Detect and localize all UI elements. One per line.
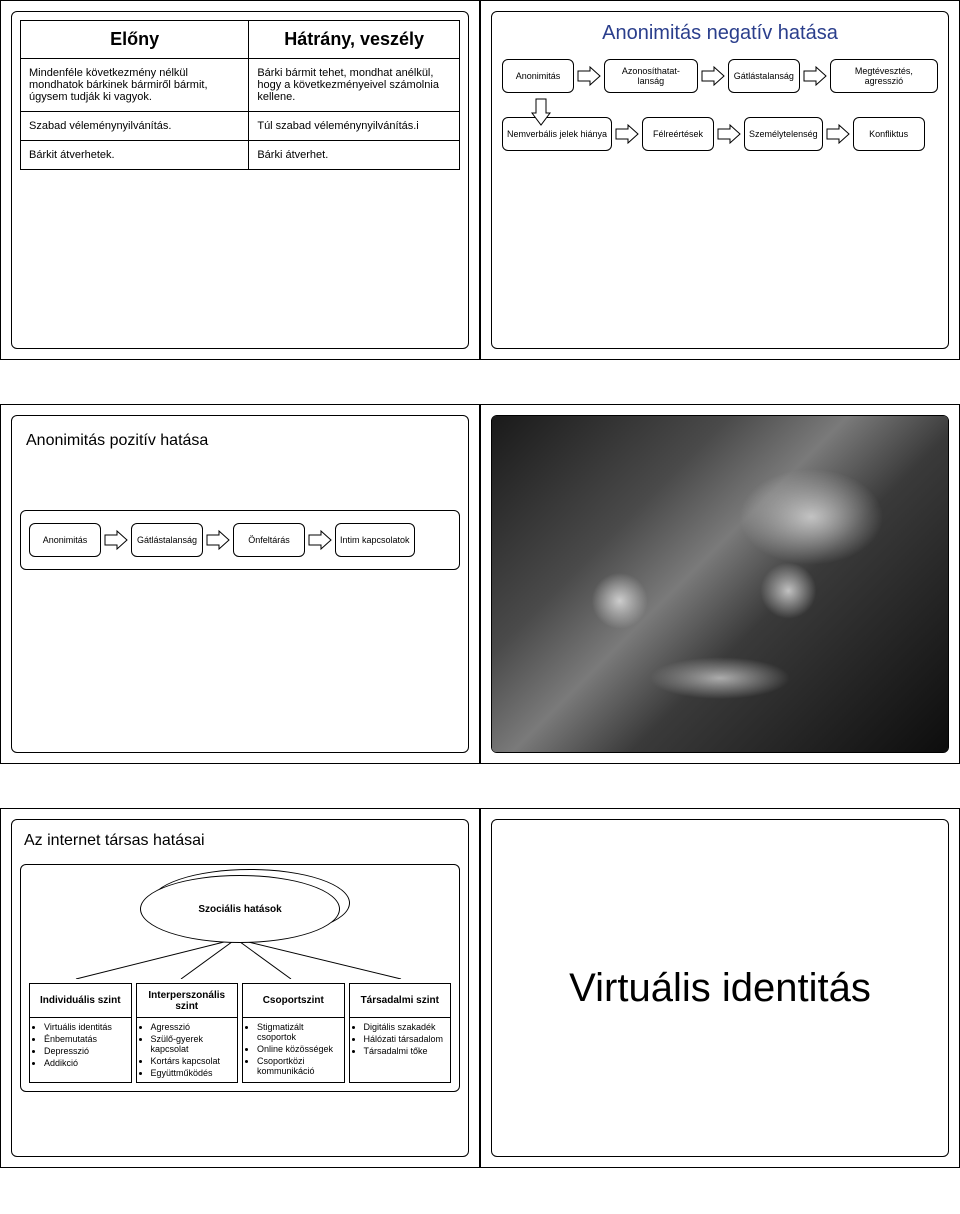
list-item: Addikció <box>44 1058 131 1068</box>
slide-5-title: Az internet társas hatásai <box>24 832 460 850</box>
cell-r1c2: Bárki bármit tehet, mondhat anélkül, hog… <box>249 59 460 112</box>
slide-2-inner: Anonimitás negatív hatása Anonimitás Azo… <box>491 11 949 349</box>
slide-2: Anonimitás negatív hatása Anonimitás Azo… <box>480 0 960 360</box>
slide-6: Virtuális identitás <box>480 808 960 1168</box>
list-item: Együttműködés <box>151 1068 238 1078</box>
arrow-icon <box>614 123 640 145</box>
slide-5-inner: Az internet társas hatásai Szociális hat… <box>11 819 469 1157</box>
list-item: Depresszió <box>44 1046 131 1056</box>
cell-r2c2: Túl szabad véleménynyilvánítás.i <box>249 112 460 141</box>
list-item: Agresszió <box>151 1022 238 1032</box>
cell-r3c1: Bárkit átverhetek. <box>21 141 249 170</box>
arrow-icon <box>825 123 851 145</box>
slide-4 <box>480 404 960 764</box>
slide-grid: Előny Hátrány, veszély Mindenféle követk… <box>0 0 960 1168</box>
flow-panel: Anonimitás Gátlástalanság Önfeltárás Int… <box>20 510 460 570</box>
col-individualis: Individuális szint Virtuális identitás É… <box>29 983 132 1083</box>
spacer <box>480 764 960 808</box>
list-item: Hálózati társadalom <box>364 1034 451 1044</box>
node-azonosithatatlansag: Azonosíthatat-lanság <box>604 59 698 93</box>
list-item: Digitális szakadék <box>364 1022 451 1032</box>
arrow-icon <box>307 529 333 551</box>
spacer <box>0 764 480 808</box>
slide-6-inner: Virtuális identitás <box>491 819 949 1157</box>
hierarchy-panel: Szociális hatások Individuális szint Vir… <box>20 864 460 1092</box>
flow-row-pos: Anonimitás Gátlástalanság Önfeltárás Int… <box>29 523 451 557</box>
arrow-icon <box>802 65 828 87</box>
cell-r2c1: Szabad véleménynyilvánítás. <box>21 112 249 141</box>
col-h-tarsadalmi: Társadalmi szint <box>350 984 451 1018</box>
arrow-icon <box>205 529 231 551</box>
spacer <box>480 360 960 404</box>
list-item: Csoportközi kommunikáció <box>257 1056 344 1076</box>
node-nemverbalis: Nemverbális jelek hiánya <box>502 117 612 151</box>
node-pos-onfeltaras: Önfeltárás <box>233 523 305 557</box>
list-item: Énbemutatás <box>44 1034 131 1044</box>
columns: Individuális szint Virtuális identitás É… <box>29 983 451 1083</box>
node-pos-anonimitas: Anonimitás <box>29 523 101 557</box>
fan-lines-icon <box>21 939 459 979</box>
slide-1-inner: Előny Hátrány, veszély Mindenféle követk… <box>11 11 469 349</box>
node-megtevesztes: Megtévesztés, agresszió <box>830 59 938 93</box>
pros-cons-table: Előny Hátrány, veszély Mindenféle követk… <box>20 20 460 170</box>
slide-3-inner: Anonimitás pozitív hatása Anonimitás Gát… <box>11 415 469 753</box>
arrow-icon <box>103 529 129 551</box>
arrow-icon <box>576 65 602 87</box>
node-gatlastalansag: Gátlástalanság <box>728 59 800 93</box>
list-item: Online közösségek <box>257 1044 344 1054</box>
list-item: Stigmatizált csoportok <box>257 1022 344 1042</box>
col-h-interperszonalis: Interperszonális szint <box>137 984 238 1018</box>
cell-r3c2: Bárki átverhet. <box>249 141 460 170</box>
list-csoport: Stigmatizált csoportok Online közösségek… <box>257 1022 344 1076</box>
slide-1: Előny Hátrány, veszély Mindenféle követk… <box>0 0 480 360</box>
col-h-individualis: Individuális szint <box>30 984 131 1018</box>
flow-row-1: Anonimitás Azonosíthatat-lanság Gátlásta… <box>502 59 938 93</box>
node-anonimitas: Anonimitás <box>502 59 574 93</box>
slide-2-title: Anonimitás negatív hatása <box>502 22 938 45</box>
bubble-szocialis: Szociális hatások <box>140 875 340 943</box>
cell-r1c1: Mindenféle következmény nélkül mondhatok… <box>21 59 249 112</box>
list-interperszonalis: Agresszió Szülő-gyerek kapcsolat Kortárs… <box>151 1022 238 1078</box>
slide-3: Anonimitás pozitív hatása Anonimitás Gát… <box>0 404 480 764</box>
spacer <box>0 360 480 404</box>
th-elony: Előny <box>21 21 249 59</box>
slide-6-title: Virtuális identitás <box>500 828 940 1148</box>
arrow-icon <box>700 65 726 87</box>
photo-train-dining <box>492 416 948 752</box>
slide-4-inner <box>491 415 949 753</box>
node-konfliktus: Konfliktus <box>853 117 925 151</box>
list-item: Szülő-gyerek kapcsolat <box>151 1034 238 1054</box>
col-csoport: Csoportszint Stigmatizált csoportok Onli… <box>242 983 345 1083</box>
col-interperszonalis: Interperszonális szint Agresszió Szülő-g… <box>136 983 239 1083</box>
node-felreertesek: Félreértések <box>642 117 714 151</box>
flow-row-2: Nemverbális jelek hiánya Félreértések Sz… <box>502 117 938 151</box>
list-item: Társadalmi tőke <box>364 1046 451 1056</box>
arrow-icon <box>716 123 742 145</box>
node-pos-gatlastalansag: Gátlástalanság <box>131 523 203 557</box>
list-individualis: Virtuális identitás Énbemutatás Depressz… <box>44 1022 131 1068</box>
list-item: Kortárs kapcsolat <box>151 1056 238 1066</box>
node-szemelytelenseg: Személytelenség <box>744 117 823 151</box>
slide-5: Az internet társas hatásai Szociális hat… <box>0 808 480 1168</box>
list-item: Virtuális identitás <box>44 1022 131 1032</box>
col-h-csoport: Csoportszint <box>243 984 344 1018</box>
bubble-wrap: Szociális hatások <box>29 875 451 943</box>
th-hatrany: Hátrány, veszély <box>249 21 460 59</box>
down-arrow-icon <box>530 97 552 132</box>
list-tarsadalmi: Digitális szakadék Hálózati társadalom T… <box>364 1022 451 1056</box>
slide-3-title: Anonimitás pozitív hatása <box>26 432 460 450</box>
node-pos-intim: Intim kapcsolatok <box>335 523 415 557</box>
col-tarsadalmi: Társadalmi szint Digitális szakadék Háló… <box>349 983 452 1083</box>
